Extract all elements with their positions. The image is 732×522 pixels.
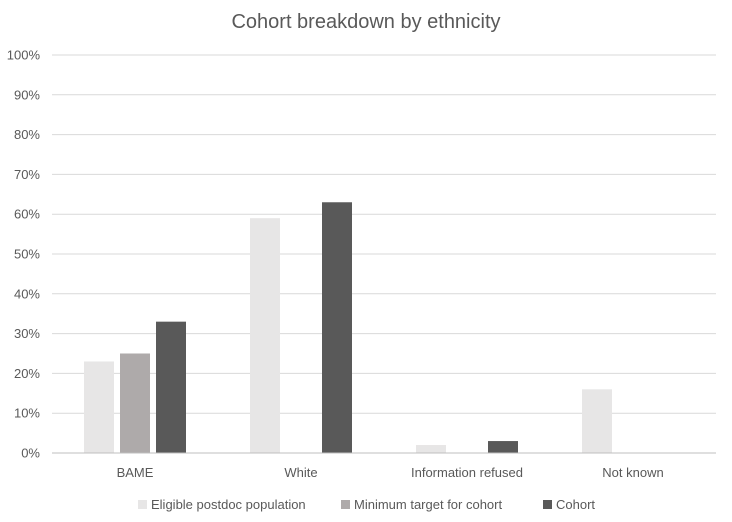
x-axis-ticks: BAME White Information refused Not known xyxy=(117,465,664,480)
x-tick-label: White xyxy=(284,465,317,480)
x-tick-label: Information refused xyxy=(411,465,523,480)
legend-label: Minimum target for cohort xyxy=(354,497,502,512)
y-tick-label: 80% xyxy=(14,127,40,142)
bar xyxy=(120,353,150,453)
y-tick-label: 100% xyxy=(7,48,41,63)
legend: Eligible postdoc population Minimum targe… xyxy=(138,497,595,512)
y-tick-label: 50% xyxy=(14,247,40,262)
y-tick-label: 0% xyxy=(21,446,40,461)
x-tick-label: Not known xyxy=(602,465,663,480)
bar xyxy=(488,441,518,453)
y-tick-label: 20% xyxy=(14,366,40,381)
legend-label: Cohort xyxy=(556,497,595,512)
y-tick-label: 70% xyxy=(14,167,40,182)
y-tick-label: 60% xyxy=(14,207,40,222)
y-axis-ticks: 0% 10% 20% 30% 40% 50% 60% 70% 80% 90% 100% xyxy=(7,48,41,461)
bar xyxy=(84,361,114,453)
legend-label: Eligible postdoc population xyxy=(151,497,306,512)
bars xyxy=(84,202,612,453)
bar xyxy=(582,389,612,453)
y-tick-label: 30% xyxy=(14,326,40,341)
x-tick-label: BAME xyxy=(117,465,154,480)
bar xyxy=(156,321,186,453)
chart-title: Cohort breakdown by ethnicity xyxy=(231,11,500,33)
y-tick-label: 40% xyxy=(14,286,40,301)
bar xyxy=(250,218,280,453)
gridlines xyxy=(52,54,716,414)
y-tick-label: 90% xyxy=(14,87,40,102)
bar xyxy=(416,445,446,453)
legend-swatch xyxy=(341,500,350,509)
bar xyxy=(322,202,352,453)
y-tick-label: 10% xyxy=(14,406,40,421)
legend-swatch xyxy=(543,500,552,509)
legend-swatch xyxy=(138,500,147,509)
